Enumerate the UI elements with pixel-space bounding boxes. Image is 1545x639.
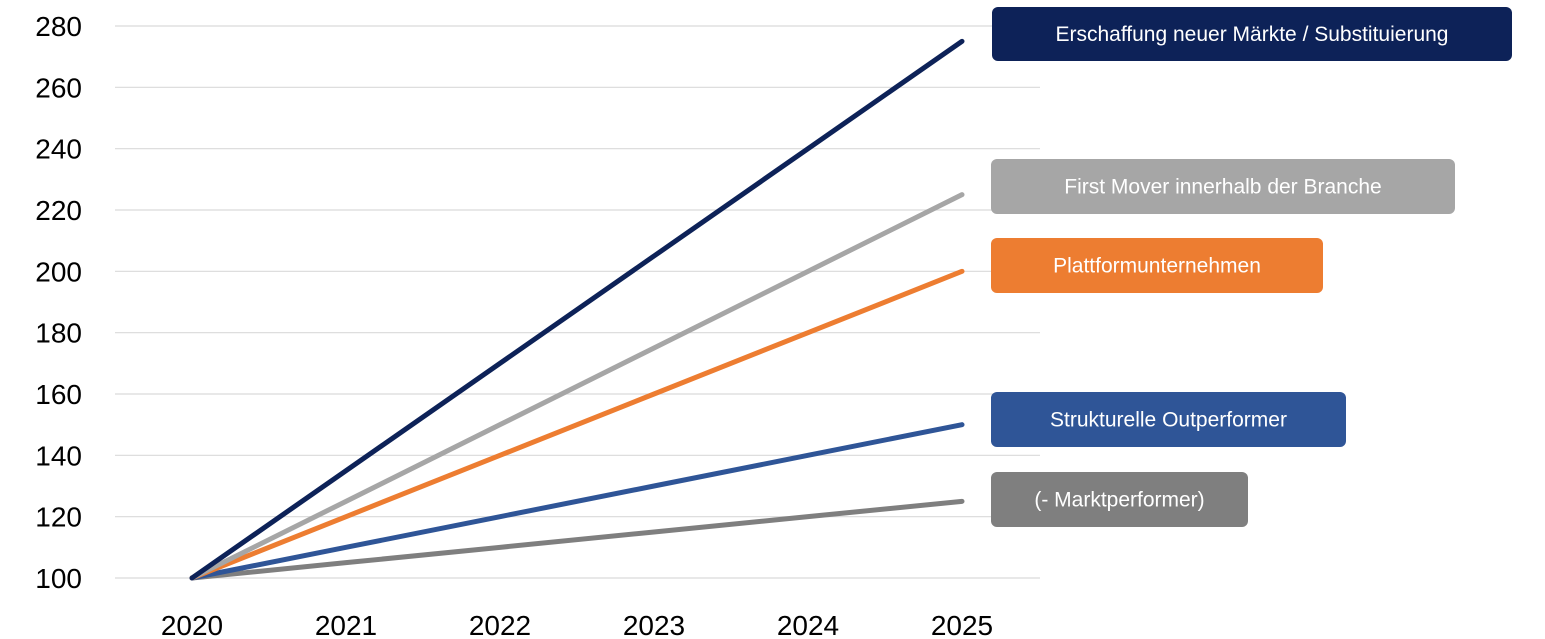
series-lines [189,38,965,581]
series-label-box [991,392,1346,447]
y-axis-tick-labels: 100 120 140 160 180 200 220 240 260 280 [35,11,82,594]
y-tick-label: 160 [35,379,82,410]
series-label-text: (- Marktperformer) [1034,489,1204,512]
series-label-3: Plattformunternehmen [991,238,1323,293]
series-line-4 [189,422,965,581]
series-label-box [991,238,1323,293]
series-label-box [992,7,1512,61]
series-label-text: Erschaffung neuer Märkte / Substituierun… [1055,23,1448,46]
series-line-3 [189,268,965,581]
y-tick-label: 280 [35,11,82,42]
y-tick-label: 120 [35,502,82,533]
y-tick-label: 100 [35,563,82,594]
x-tick-label: 2020 [161,610,223,639]
x-axis-tick-labels: 2020 2021 2022 2023 2024 2025 [161,610,993,639]
series-line-5 [189,498,965,581]
y-tick-label: 180 [35,318,82,349]
series-label-text: Plattformunternehmen [1053,255,1261,278]
x-tick-label: 2024 [777,610,839,639]
series-line-1 [189,38,965,581]
series-label-text: Strukturelle Outperformer [1050,409,1287,432]
y-tick-label: 240 [35,134,82,165]
gridlines [115,25,1040,579]
series-label-text: First Mover innerhalb der Branche [1064,176,1381,199]
y-tick-label: 200 [35,256,82,287]
series-labels: Erschaffung neuer Märkte / Substituierun… [991,7,1512,527]
y-tick-label: 260 [35,72,82,103]
series-line-2 [189,192,965,581]
x-tick-label: 2025 [931,610,993,639]
x-tick-label: 2021 [315,610,377,639]
series-label-box [991,159,1455,214]
series-label-box [991,472,1248,527]
y-tick-label: 220 [35,195,82,226]
series-label-2: First Mover innerhalb der Branche [991,159,1455,214]
series-label-5: (- Marktperformer) [991,472,1248,527]
x-tick-label: 2023 [623,610,685,639]
x-tick-label: 2022 [469,610,531,639]
series-label-1: Erschaffung neuer Märkte / Substituierun… [992,7,1512,61]
series-label-4: Strukturelle Outperformer [991,392,1346,447]
y-tick-label: 140 [35,440,82,471]
